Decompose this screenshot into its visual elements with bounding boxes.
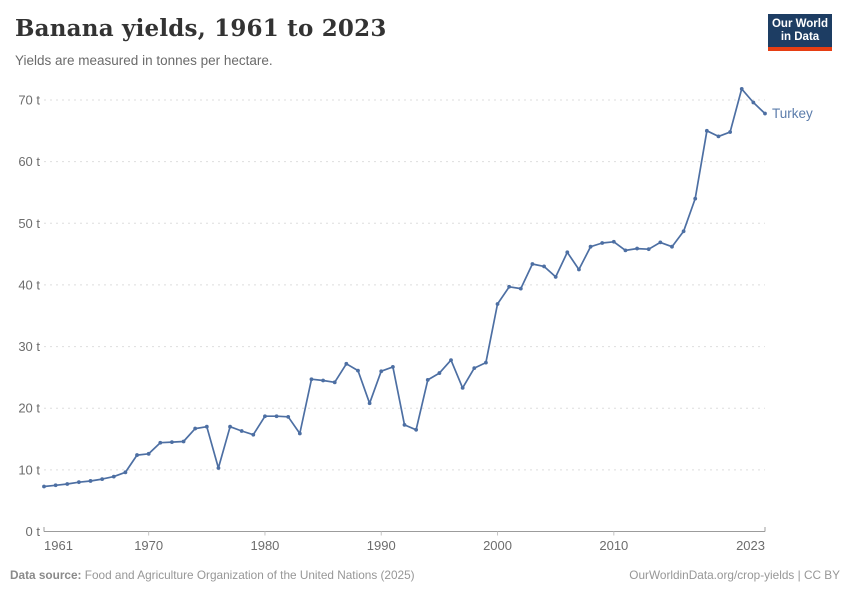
y-gridlines (44, 99, 765, 471)
x-tick-label: 2010 (599, 538, 628, 553)
y-axis-labels: 0 t 10 t 20 t 30 t 40 t 50 t 60 t 70 t (18, 93, 40, 540)
owid-logo[interactable]: Our World in Data (768, 14, 832, 51)
chart-title: Banana yields, 1961 to 2023 (15, 15, 387, 42)
x-axis (43, 527, 766, 536)
x-tick-label: 2000 (483, 538, 512, 553)
data-line-turkey (43, 88, 766, 488)
x-tick-label: 1970 (134, 538, 163, 553)
y-tick-label: 10 t (18, 462, 40, 477)
footer-links: OurWorldinData.org/crop-yields | CC BY (629, 568, 840, 582)
chart-footer: Data source: Food and Agriculture Organi… (0, 568, 850, 582)
chart-subtitle: Yields are measured in tonnes per hectar… (15, 53, 273, 68)
series-label-turkey: Turkey (772, 106, 813, 121)
data-source: Data source: Food and Agriculture Organi… (10, 568, 415, 582)
data-source-text: Food and Agriculture Organization of the… (81, 568, 415, 582)
y-tick-label: 0 t (26, 524, 41, 539)
y-tick-label: 20 t (18, 401, 40, 416)
data-source-label: Data source: (10, 568, 82, 582)
data-points (42, 87, 767, 489)
y-tick-label: 60 t (18, 154, 40, 169)
owid-logo-line2: in Data (780, 31, 820, 43)
y-tick-label: 70 t (18, 93, 40, 108)
x-tick-label: 1961 (44, 538, 73, 553)
owid-logo-line1: Our World (771, 18, 828, 30)
x-tick-label: 1990 (367, 538, 396, 553)
x-tick-label: 2023 (736, 538, 765, 553)
x-tick-label: 1980 (250, 538, 279, 553)
y-tick-label: 30 t (18, 339, 40, 354)
license-label: CC BY (803, 568, 840, 582)
y-tick-label: 40 t (18, 277, 40, 292)
x-axis-labels: 1961 1970 1980 1990 2000 2010 2023 (44, 538, 765, 553)
footer-separator: | (794, 568, 804, 582)
owid-url-link[interactable]: OurWorldinData.org/crop-yields (629, 568, 795, 582)
y-tick-label: 50 t (18, 216, 40, 231)
